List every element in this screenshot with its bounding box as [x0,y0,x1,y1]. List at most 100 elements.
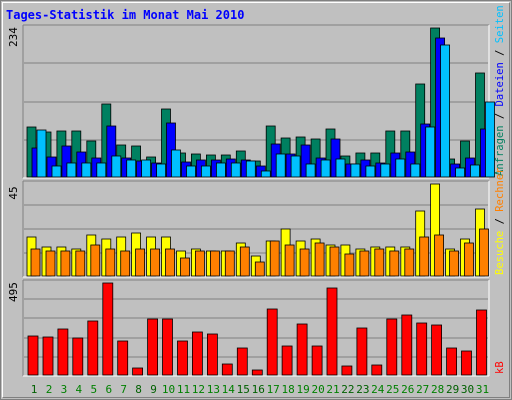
bar-rechner-day-14 [224,250,235,277]
bar-seiten-day-12 [200,165,211,178]
bar-seiten-day-14 [230,162,241,178]
bar-seiten-day-18 [290,155,301,178]
bar-rechner-day-26 [404,248,415,277]
day-label-10: 10 [162,383,175,396]
bar-rechner-day-13 [209,250,220,277]
day-label-18: 18 [281,383,294,396]
bar-kb-day-27 [416,322,428,376]
bar-dateien-day-19 [300,144,311,178]
legend-entry: Rechner [494,168,506,212]
bar-seiten-day-9 [156,163,167,178]
bar-rechner-day-11 [180,257,190,277]
day-label-27: 27 [416,383,429,396]
bar-rechner-day-27 [419,236,430,277]
bar-kb-day-11 [177,340,188,376]
bar-rechner-day-16 [254,261,265,277]
bar-rechner-day-25 [389,250,400,277]
bar-rechner-day-2 [45,250,56,277]
bar-rechner-day-3 [60,250,71,277]
legend-entry: / [494,43,506,62]
panel-3-max-label: 495 [7,282,20,302]
bar-seiten-day-25 [395,158,406,178]
bar-seiten-day-27 [425,126,436,178]
bar-seiten-day-2 [51,165,62,178]
bar-kb-day-25 [386,318,398,376]
legend-entry: / [494,212,506,231]
bar-seiten-day-30 [470,164,480,178]
legend-entry: Anfragen [494,125,506,176]
bar-seiten-day-26 [410,163,421,178]
bar-kb-day-29 [446,347,458,376]
legend-entry: / [494,106,506,125]
day-label-7: 7 [120,383,127,396]
bar-dateien-day-21 [330,138,341,178]
bar-kb-day-20 [311,345,323,376]
bar-kb-day-3 [57,328,69,376]
bar-seiten-day-10 [171,149,181,178]
bar-kb-day-21 [326,287,338,376]
bar-seiten-day-17 [275,153,286,178]
day-label-22: 22 [341,383,354,396]
day-label-2: 2 [46,383,53,396]
day-label-28: 28 [431,383,444,396]
day-label-29: 29 [446,383,459,396]
bar-seiten-day-6 [111,155,122,178]
day-label-11: 11 [177,383,190,396]
day-label-3: 3 [61,383,68,396]
bar-seiten-day-3 [66,162,77,178]
panel-1-max-label: 234 [7,27,20,47]
bar-rechner-day-10 [165,248,175,277]
bar-kb-day-24 [371,364,383,376]
day-label-6: 6 [105,383,112,396]
bar-seiten-day-16 [260,170,271,178]
bar-kb-day-4 [72,337,84,376]
bar-kb-day-1 [27,335,39,376]
bar-kb-day-7 [117,340,129,376]
bar-kb-day-31 [476,309,487,376]
bar-seiten-day-21 [335,158,346,178]
bar-rechner-day-1 [30,248,41,277]
bar-kb-day-10 [162,318,173,376]
bar-kb-day-18 [281,345,293,376]
bar-rechner-day-19 [299,248,310,277]
panel-3-legend: kB [494,361,506,374]
panel-2-max-label: 45 [7,186,20,199]
day-label-19: 19 [296,383,309,396]
day-label-21: 21 [326,383,339,396]
bar-seiten-day-11 [186,165,196,178]
day-label-31: 31 [476,383,489,396]
bar-kb-day-2 [42,336,54,376]
chart-title: Tages-Statistik im Monat Mai 2010 [6,8,245,22]
bar-kb-day-16 [251,369,263,376]
day-label-25: 25 [386,383,399,396]
bar-kb-day-13 [206,333,218,376]
legend-entry: Dateien [494,62,506,106]
bar-dateien-day-6 [106,125,117,178]
day-label-5: 5 [90,383,97,396]
legend-entry: kB [494,361,506,374]
bar-kb-day-22 [341,365,353,376]
bar-rechner-day-4 [75,250,86,277]
bar-seiten-day-15 [245,160,256,178]
bar-rechner-day-29 [449,250,460,277]
bar-rechner-day-6 [105,248,116,277]
bar-kb-day-8 [132,367,144,376]
day-label-4: 4 [75,383,82,396]
bar-seiten-day-19 [305,163,316,178]
bar-anfragen-day-31 [475,72,485,178]
day-label-17: 17 [267,383,280,396]
day-label-9: 9 [150,383,157,396]
bar-rechner-day-18 [284,244,295,277]
bar-kb-day-12 [191,331,203,376]
bar-seiten-day-29 [455,167,466,178]
bar-kb-day-15 [236,347,248,376]
day-label-15: 15 [237,383,250,396]
bar-rechner-day-31 [479,228,489,277]
bar-kb-day-14 [221,363,233,376]
bar-seiten-day-4 [81,162,92,178]
bar-rechner-day-8 [135,248,146,277]
bar-rechner-day-17 [269,240,280,277]
bar-rechner-day-20 [314,242,325,277]
day-label-8: 8 [135,383,142,396]
